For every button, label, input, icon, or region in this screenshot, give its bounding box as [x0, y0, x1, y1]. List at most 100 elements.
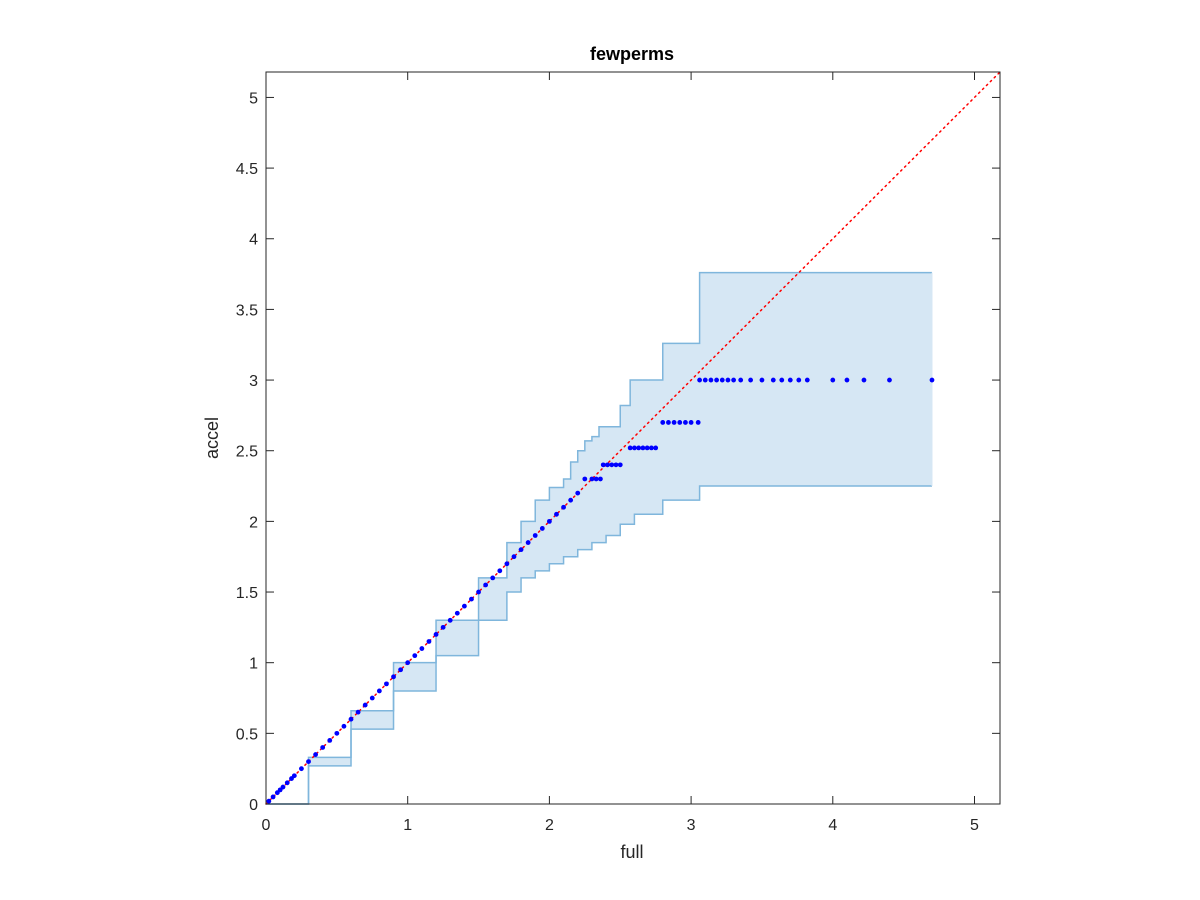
y-tick-label: 2.5 — [236, 444, 258, 461]
y-tick-label: 4 — [249, 232, 258, 249]
data-point — [532, 533, 538, 538]
data-point — [593, 476, 599, 482]
data-point — [731, 377, 737, 383]
data-point — [412, 653, 418, 659]
reference-line-layer — [265, 71, 1001, 805]
data-point — [671, 420, 677, 425]
data-point — [575, 490, 581, 496]
y-tick-label: 5 — [249, 90, 258, 107]
data-point — [568, 497, 574, 503]
data-point — [291, 773, 297, 779]
data-point — [461, 603, 467, 609]
data-point — [280, 784, 286, 790]
data-point — [861, 377, 867, 383]
data-point — [640, 445, 646, 451]
data-point — [666, 420, 671, 425]
data-point — [440, 624, 446, 630]
data-point — [617, 462, 623, 468]
data-point — [426, 639, 432, 644]
data-point — [714, 377, 720, 383]
data-point — [490, 575, 496, 581]
data-point — [695, 420, 701, 425]
data-point — [369, 695, 375, 701]
y-axis-title: accel — [202, 417, 222, 459]
data-point — [398, 667, 404, 673]
data-point — [748, 377, 754, 383]
confidence-band-upper — [266, 271, 932, 805]
data-point — [320, 745, 326, 750]
data-point — [677, 420, 683, 425]
data-point — [770, 377, 776, 383]
data-point — [299, 766, 304, 772]
data-point — [483, 582, 489, 588]
data-point — [313, 752, 318, 757]
confidence-band-layer — [266, 271, 933, 805]
data-points-layer — [266, 377, 935, 804]
data-point — [759, 377, 765, 383]
y-tick-label: 1 — [249, 656, 258, 673]
data-point — [266, 798, 272, 804]
data-point — [405, 660, 411, 666]
data-point — [334, 730, 340, 736]
data-point — [284, 780, 290, 786]
data-point — [327, 738, 333, 743]
data-point — [589, 476, 595, 482]
data-point — [497, 568, 503, 574]
data-point — [609, 462, 615, 468]
data-point — [683, 420, 688, 425]
axis-ticks-layer: 0 1 2 3 4 5 0 0.5 1 1.5 2 2.5 3 3.5 4 4.5 5 — [236, 72, 1000, 834]
data-point — [469, 596, 474, 602]
data-point — [348, 716, 354, 722]
data-point — [511, 554, 517, 560]
x-tick-label: 2 — [545, 817, 554, 834]
data-point — [660, 420, 666, 425]
x-tick-label: 0 — [262, 817, 271, 834]
data-point — [306, 759, 311, 765]
data-point — [600, 462, 606, 468]
data-point — [804, 377, 810, 383]
data-point — [384, 681, 389, 687]
data-point — [518, 547, 524, 553]
data-point — [454, 610, 460, 616]
data-point — [787, 377, 793, 383]
data-point — [844, 377, 850, 383]
data-point — [355, 709, 361, 715]
data-point — [649, 445, 654, 451]
data-point — [419, 646, 425, 651]
data-point — [605, 462, 610, 468]
data-point — [779, 377, 785, 383]
y-tick-label: 1.5 — [236, 585, 258, 602]
reference-line — [265, 71, 1001, 805]
data-point — [738, 377, 744, 383]
confidence-band-lower — [266, 485, 932, 805]
chart-title: fewperms — [590, 44, 674, 64]
data-point — [447, 617, 453, 623]
data-point — [796, 377, 802, 383]
data-point — [636, 445, 642, 451]
y-tick-label: 2 — [249, 514, 258, 531]
data-point — [632, 445, 637, 451]
data-point — [644, 445, 650, 451]
data-point — [702, 377, 708, 383]
data-point — [433, 632, 439, 637]
data-point — [697, 377, 702, 383]
y-tick-label: 0 — [249, 797, 258, 814]
data-point — [708, 377, 714, 383]
y-tick-label: 3.5 — [236, 302, 258, 319]
data-point — [830, 377, 836, 383]
x-axis-title: full — [620, 842, 643, 862]
data-point — [653, 445, 659, 451]
data-point — [598, 476, 603, 482]
data-point — [546, 518, 552, 524]
data-point — [725, 377, 731, 383]
data-point — [561, 504, 566, 510]
data-point — [476, 589, 481, 595]
x-tick-label: 4 — [828, 817, 837, 834]
y-tick-label: 3 — [249, 373, 258, 390]
confidence-band-fill — [266, 272, 932, 805]
data-point — [627, 445, 633, 451]
plot-frame — [265, 71, 1001, 805]
data-point — [688, 420, 694, 425]
y-tick-label: 0.5 — [236, 726, 258, 743]
